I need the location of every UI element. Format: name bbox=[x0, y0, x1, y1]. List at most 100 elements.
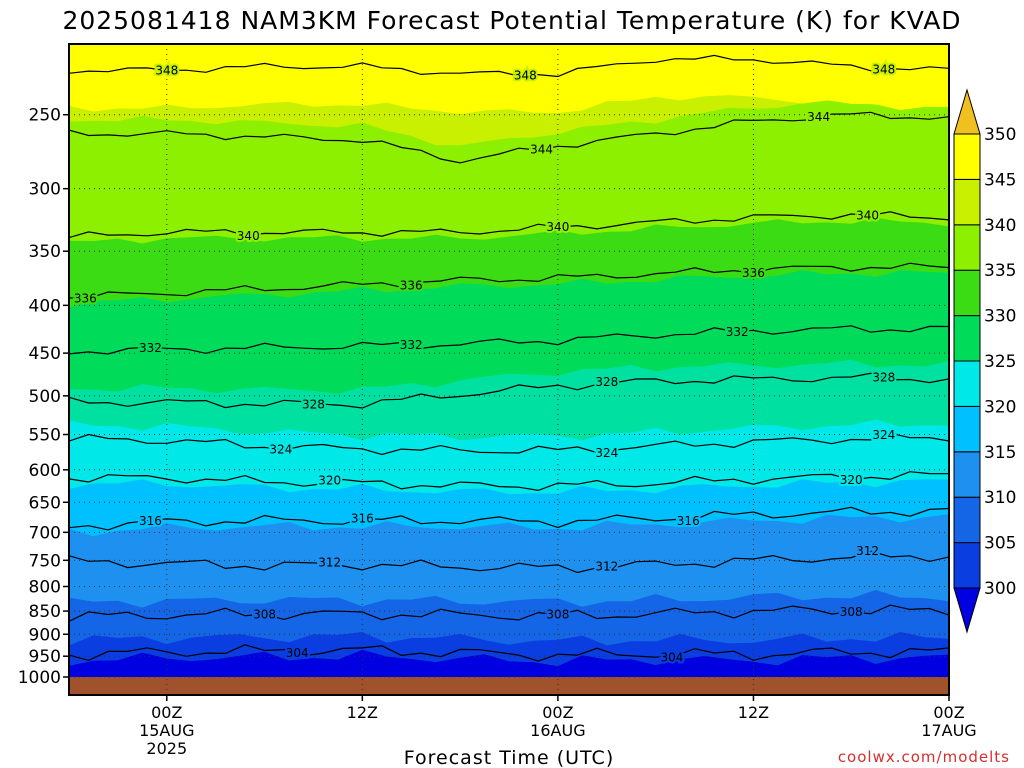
colorbar-segment-345 bbox=[953, 133, 981, 180]
y-tick-label-600: 600 bbox=[29, 461, 61, 481]
x-tick-label-0-0: 00Z bbox=[151, 703, 182, 722]
colorbar-label-315: 315 bbox=[984, 443, 1016, 463]
contour-label-312: 312 bbox=[318, 555, 341, 569]
colorbar-label-305: 305 bbox=[984, 534, 1016, 554]
contour-340 bbox=[69, 211, 949, 239]
colorbar: 300 305 310 315 320 325 330 335 340 345 350 bbox=[953, 88, 1016, 634]
y-tick-label-550: 550 bbox=[29, 426, 61, 446]
contour-label-316: 316 bbox=[677, 514, 700, 528]
colorbar-segment-335 bbox=[953, 224, 981, 271]
contour-label-304: 304 bbox=[661, 650, 684, 664]
colorbar-label-310: 310 bbox=[984, 488, 1016, 508]
contour-label-316: 316 bbox=[351, 511, 374, 525]
x-tick-label-24-1: 16AUG bbox=[530, 721, 585, 740]
colorbar-segment-320 bbox=[953, 360, 981, 407]
colorbar-extend-top bbox=[953, 88, 981, 135]
contour-label-308: 308 bbox=[253, 607, 276, 621]
contour-label-332: 332 bbox=[400, 338, 423, 352]
x-tick-label-24-0: 00Z bbox=[542, 703, 573, 722]
contour-348 bbox=[69, 54, 949, 78]
contour-label-320: 320 bbox=[840, 473, 863, 487]
contour-label-324: 324 bbox=[269, 443, 292, 457]
contour-label-312: 312 bbox=[595, 559, 618, 573]
contour-320 bbox=[69, 471, 949, 492]
y-tick-label-850: 850 bbox=[29, 602, 61, 622]
shaded-fill-layer bbox=[69, 44, 949, 695]
colorbar-label-330: 330 bbox=[984, 307, 1016, 327]
colorbar-segment-340 bbox=[953, 178, 981, 226]
fill-band-345 bbox=[69, 44, 949, 115]
contour-344 bbox=[69, 111, 949, 164]
x-axis-label: Forecast Time (UTC) bbox=[404, 747, 614, 768]
contour-label-328: 328 bbox=[302, 397, 325, 411]
contour-label-340: 340 bbox=[546, 220, 569, 234]
x-tick-label-0-1: 15AUG bbox=[139, 721, 194, 740]
colorbar-segment-300 bbox=[953, 542, 981, 589]
y-tick-label-950: 950 bbox=[29, 647, 61, 667]
x-tick-label-48-0: 00Z bbox=[933, 703, 964, 722]
ground-surface bbox=[69, 677, 949, 695]
x-tick-label-48-1: 17AUG bbox=[921, 721, 976, 740]
chart-title: 2025081418 NAM3KM Forecast Potential Tem… bbox=[62, 6, 961, 35]
contour-336 bbox=[69, 262, 949, 300]
y-tick-label-450: 450 bbox=[29, 344, 61, 364]
contour-label-336: 336 bbox=[74, 292, 97, 306]
y-tick-label-250: 250 bbox=[29, 106, 61, 126]
contour-label-308: 308 bbox=[840, 605, 863, 619]
contour-328 bbox=[69, 372, 949, 409]
contour-label-344: 344 bbox=[807, 110, 830, 124]
contour-332 bbox=[69, 325, 949, 355]
colorbar-label-350: 350 bbox=[984, 125, 1016, 145]
contour-label-348: 348 bbox=[514, 69, 537, 83]
x-tick-label-0-2: 2025 bbox=[146, 739, 187, 758]
colorbar-label-300: 300 bbox=[984, 579, 1016, 599]
y-tick-label-300: 300 bbox=[29, 180, 61, 200]
contour-312 bbox=[69, 550, 949, 574]
plot-frame bbox=[68, 43, 950, 696]
contour-label-340: 340 bbox=[237, 229, 260, 243]
colorbar-label-345: 345 bbox=[984, 170, 1016, 190]
contour-label-308: 308 bbox=[546, 608, 569, 622]
y-tick-label-650: 650 bbox=[29, 493, 61, 513]
x-tick-label-36-0: 12Z bbox=[738, 703, 769, 722]
y-tick-label-350: 350 bbox=[29, 242, 61, 262]
y-tick-label-500: 500 bbox=[29, 387, 61, 407]
colorbar-segment-330 bbox=[953, 269, 981, 317]
y-tick-label-700: 700 bbox=[29, 523, 61, 543]
contour-label-348: 348 bbox=[872, 63, 895, 77]
colorbar-segment-325 bbox=[953, 315, 981, 362]
contour-304 bbox=[69, 644, 949, 662]
contour-label-348: 348 bbox=[155, 64, 178, 78]
contour-label-332: 332 bbox=[726, 325, 749, 339]
contour-label-332: 332 bbox=[139, 341, 162, 355]
contour-label-316: 316 bbox=[139, 514, 162, 528]
contour-label-340: 340 bbox=[856, 208, 879, 222]
y-tick-label-1000: 1000 bbox=[18, 668, 61, 688]
colorbar-label-325: 325 bbox=[984, 352, 1016, 372]
contour-label-328: 328 bbox=[872, 371, 895, 385]
contour-labels: 304 304 308 308 308 312 312 312 316 316 316 320 320 3… bbox=[72, 61, 897, 667]
y-tick-label-900: 900 bbox=[29, 625, 61, 645]
y-tick-label-400: 400 bbox=[29, 296, 61, 316]
colorbar-label-340: 340 bbox=[984, 216, 1016, 236]
colorbar-label-320: 320 bbox=[984, 397, 1016, 417]
colorbar-label-335: 335 bbox=[984, 261, 1016, 281]
contour-label-304: 304 bbox=[286, 646, 309, 660]
y-tick-label-800: 800 bbox=[29, 577, 61, 597]
contour-label-324: 324 bbox=[872, 428, 895, 442]
y-axis-ticks: 250 300 350 400 450 500 550 600 650 700 750 800 850 9… bbox=[18, 106, 69, 688]
x-tick-label-12-0: 12Z bbox=[347, 703, 378, 722]
grid-lines bbox=[69, 44, 950, 695]
contour-label-328: 328 bbox=[595, 375, 618, 389]
contour-label-312: 312 bbox=[856, 544, 879, 558]
contour-308 bbox=[69, 604, 949, 622]
credit-text: coolwx.com/modelts bbox=[838, 748, 1010, 766]
contour-324 bbox=[69, 432, 949, 456]
colorbar-segment-310 bbox=[953, 451, 981, 498]
contour-label-320: 320 bbox=[318, 474, 341, 488]
colorbar-segment-315 bbox=[953, 405, 981, 453]
y-tick-label-750: 750 bbox=[29, 551, 61, 571]
contour-label-344: 344 bbox=[530, 143, 553, 157]
